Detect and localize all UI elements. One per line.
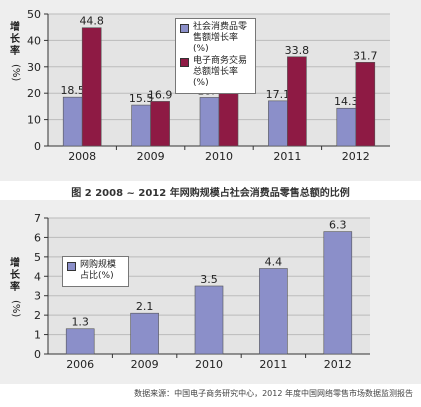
legend-item-retail: 社会消费品零售额增长率(%) bbox=[180, 22, 251, 55]
y-tick-label: 1 bbox=[34, 329, 41, 342]
data-label: 18.5 bbox=[60, 84, 85, 97]
y-tick-label: 4 bbox=[34, 270, 41, 283]
bar bbox=[150, 101, 170, 147]
bar bbox=[199, 97, 220, 147]
x-tick-label: 2012 bbox=[324, 358, 352, 371]
data-label: 15.5 bbox=[129, 92, 154, 105]
data-label: 1.3 bbox=[71, 316, 89, 329]
x-tick-label: 2011 bbox=[259, 358, 287, 371]
chart-1-panel: 0 10 20 30 40 50 2008 18.5 44.8 2009 15.516.9 2010 1… bbox=[0, 0, 421, 181]
x-tick-label: 2012 bbox=[342, 150, 370, 163]
legend-item-share: 网购规模占比(%) bbox=[67, 260, 124, 282]
bar bbox=[131, 104, 151, 147]
data-label: 31.7 bbox=[353, 49, 378, 62]
bar bbox=[65, 328, 95, 355]
x-tick-label: 2006 bbox=[66, 358, 94, 371]
legend-label-ecommerce: 电子商务交易总额增长率(%) bbox=[193, 56, 248, 88]
chart-1-legend: 社会消费品零售额增长率(%) 电子商务交易总额增长率(%) bbox=[175, 18, 256, 94]
legend-label-retail: 社会消费品零售额增长率(%) bbox=[193, 22, 248, 54]
y-tick-label: 5 bbox=[34, 251, 41, 264]
data-label: 2.1 bbox=[136, 300, 154, 313]
data-label: 33.8 bbox=[285, 44, 310, 57]
y-tick-label: 30 bbox=[27, 61, 41, 74]
data-label: 6.3 bbox=[329, 219, 347, 232]
legend-item-ecommerce: 电子商务交易总额增长率(%) bbox=[180, 56, 251, 89]
bar bbox=[323, 231, 353, 355]
data-label: 14.3 bbox=[334, 95, 359, 108]
bar bbox=[62, 96, 83, 147]
data-label: 44.8 bbox=[79, 15, 104, 28]
bar bbox=[355, 62, 376, 147]
data-label: 17.1 bbox=[266, 88, 291, 101]
bar bbox=[268, 100, 288, 147]
data-source-note: 数据来源：中国电子商务研究中心，2012 年度中国网络零售市场数据监测报告 bbox=[134, 389, 413, 398]
bar bbox=[81, 27, 102, 147]
chart-2-legend: 网购规模占比(%) bbox=[62, 256, 129, 287]
chart-1-caption: 图 2 2008 ~ 2012 年网购规模占社会消费品零售总额的比例 bbox=[71, 188, 350, 199]
x-tick-label: 2010 bbox=[205, 150, 233, 163]
x-tick-label: 2008 bbox=[68, 150, 96, 163]
x-tick-label: 2009 bbox=[137, 150, 165, 163]
chart-1-y-axis-label: 增长率 (%) bbox=[10, 22, 21, 82]
legend-swatch-ecommerce bbox=[180, 58, 189, 67]
y-tick-label: 0 bbox=[34, 348, 41, 361]
y-tick-label: 3 bbox=[34, 290, 41, 303]
data-label: 16.9 bbox=[148, 88, 173, 101]
y-tick-label: 2 bbox=[34, 309, 41, 322]
chart-2-svg: 0 1 2 3 4 5 6 7 2006 1.3 2009 2.1 2010 3.5 2011 4.4 2012… bbox=[34, 212, 370, 371]
bar bbox=[194, 285, 224, 355]
x-tick-label: 2010 bbox=[195, 358, 223, 371]
legend-swatch-retail bbox=[180, 24, 189, 33]
y-tick-label: 20 bbox=[27, 87, 41, 100]
bar bbox=[287, 56, 307, 147]
y-tick-label: 40 bbox=[27, 34, 41, 47]
y-tick-label: 0 bbox=[34, 140, 41, 153]
data-label: 4.4 bbox=[265, 256, 283, 269]
y-tick-label: 7 bbox=[34, 212, 41, 225]
y-tick-label: 10 bbox=[27, 114, 41, 127]
legend-label-share: 网购规模占比(%) bbox=[80, 260, 117, 281]
y-tick-label: 50 bbox=[27, 8, 41, 21]
legend-swatch-share bbox=[67, 262, 76, 271]
data-label: 3.5 bbox=[200, 273, 218, 286]
chart-2-y-axis-label: 增长率 (%) bbox=[10, 258, 21, 318]
bar bbox=[336, 107, 357, 147]
x-tick-label: 2009 bbox=[131, 358, 159, 371]
y-tick-label: 6 bbox=[34, 231, 41, 244]
bar bbox=[259, 268, 288, 355]
bar bbox=[130, 312, 159, 355]
chart-2-panel: 0 1 2 3 4 5 6 7 2006 1.3 2009 2.1 2010 3.5 2011 4.4 2012… bbox=[0, 200, 421, 384]
x-tick-label: 2011 bbox=[273, 150, 301, 163]
